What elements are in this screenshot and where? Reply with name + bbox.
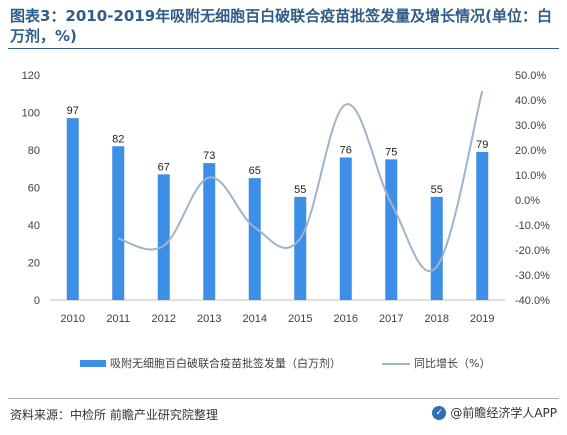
- bar: [157, 174, 170, 300]
- y-left-tick-label: 0: [34, 295, 40, 307]
- bar-data-label: 65: [249, 165, 261, 177]
- x-tick-label: 2012: [152, 313, 176, 325]
- y-left-tick-label: 120: [22, 70, 40, 82]
- bar: [248, 178, 261, 300]
- y-right-tick-label: -40.0%: [515, 295, 550, 307]
- title-divider: [8, 48, 559, 49]
- bar-data-label: 55: [431, 184, 443, 196]
- bar-line-chart: 0 20 40 60 80 100 120 -40.0% -30.0% -20.0% -10.0% 0…: [22, 70, 550, 370]
- x-tick-label: 2015: [288, 313, 312, 325]
- x-tick-label: 2014: [243, 313, 267, 325]
- y-left-tick-label: 40: [28, 220, 40, 232]
- bar: [430, 196, 443, 300]
- y-left-tick-label: 80: [28, 145, 40, 157]
- y-left-tick-label: 20: [28, 258, 40, 270]
- bar-data-label: 97: [67, 105, 79, 117]
- x-tick-label: 2011: [106, 313, 130, 325]
- bar-data-label: 55: [294, 184, 306, 196]
- legend-bar-swatch: [80, 360, 106, 367]
- brand-logo-icon: ✓: [432, 405, 447, 420]
- brand-text: @前瞻经济学人APP: [450, 406, 557, 420]
- y-right-tick-label: 30.0%: [515, 120, 546, 132]
- chart-legend: 吸附无细胞百白破联合疫苗批签发量（白万剂） 同比增长（%）: [80, 356, 490, 370]
- bar-data-label: 73: [203, 150, 215, 162]
- footer-divider: [8, 398, 559, 399]
- bar-data-label: 82: [112, 133, 124, 145]
- bar-data-label: 75: [385, 146, 397, 158]
- y-right-tick-label: 50.0%: [515, 70, 546, 82]
- brand-mark: ✓ @前瞻经济学人APP: [432, 404, 557, 421]
- x-tick-label: 2017: [379, 313, 403, 325]
- bar-data-label: 76: [340, 145, 352, 157]
- x-tick-label: 2013: [197, 313, 221, 325]
- bar-data-label: 79: [476, 139, 488, 151]
- y-right-tick-label: 20.0%: [515, 145, 546, 157]
- bar: [112, 146, 125, 300]
- growth-rate-line: [117, 90, 484, 272]
- bar: [66, 118, 79, 300]
- x-tick-label: 2019: [470, 313, 494, 325]
- source-text: 资料来源：中检所 前瞻产业研究院整理: [10, 408, 218, 422]
- y-right-tick-label: 40.0%: [515, 95, 546, 107]
- chart-title: 图表3：2010-2019年吸附无细胞百白破联合疫苗批签发量及增长情况(单位：白…: [10, 7, 553, 45]
- bar-data-label: 67: [158, 161, 170, 173]
- bar-series: 97 82 67 73 65 55 76 75 55 79: [66, 105, 489, 300]
- bar: [294, 196, 307, 300]
- y-right-tick-label: -10.0%: [515, 220, 550, 232]
- y-right-tick-label: 10.0%: [515, 170, 546, 182]
- footer: 资料来源：中检所 前瞻产业研究院整理 ✓ @前瞻经济学人APP: [0, 398, 567, 435]
- bar: [385, 159, 398, 300]
- chart-axes: 0 20 40 60 80 100 120 -40.0% -30.0% -20.0% -10.0% 0…: [22, 70, 550, 325]
- x-tick-label: 2018: [425, 313, 449, 325]
- y-right-tick-label: -20.0%: [515, 245, 550, 257]
- line-series: [117, 90, 484, 272]
- bar: [339, 157, 352, 300]
- y-left-tick-label: 60: [28, 183, 40, 195]
- legend-line-label: 同比增长（%）: [414, 356, 490, 370]
- y-right-tick-label: 0.0%: [515, 195, 540, 207]
- bar: [476, 151, 489, 300]
- bar: [203, 163, 216, 300]
- x-tick-label: 2016: [334, 313, 358, 325]
- x-tick-label: 2010: [61, 313, 85, 325]
- legend-bar-label: 吸附无细胞百白破联合疫苗批签发量（白万剂）: [110, 356, 341, 370]
- y-left-tick-label: 100: [22, 108, 40, 120]
- y-right-tick-label: -30.0%: [515, 270, 550, 282]
